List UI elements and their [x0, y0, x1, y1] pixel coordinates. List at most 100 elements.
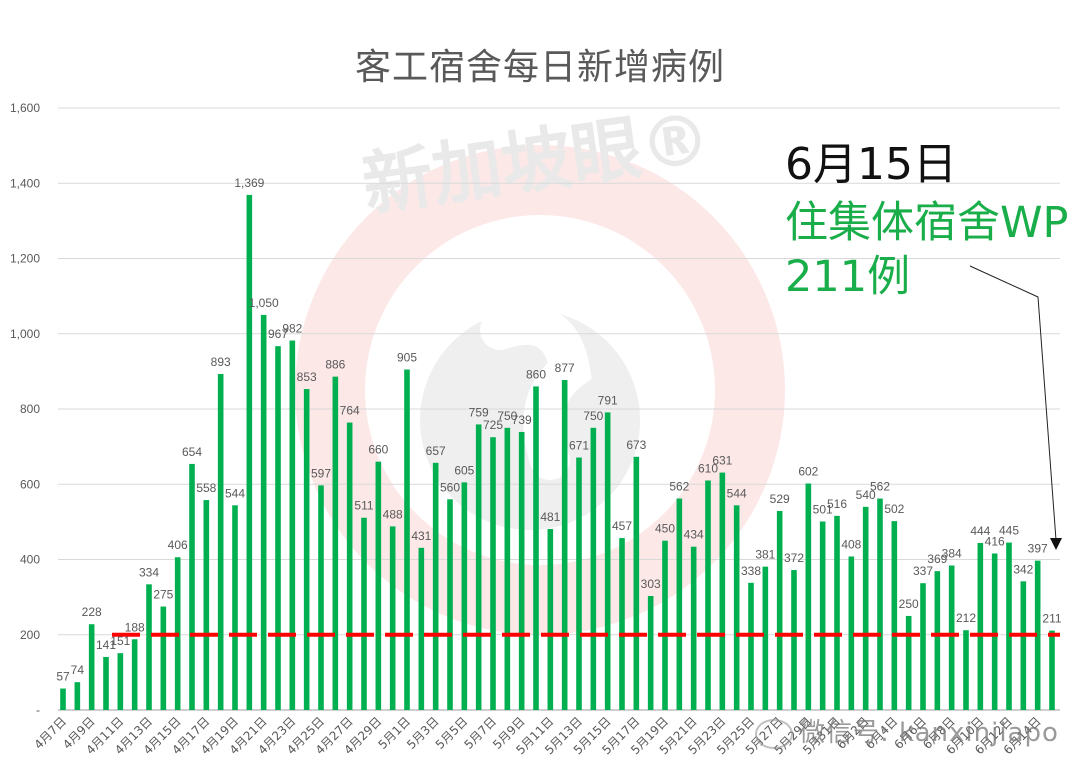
bar: [590, 427, 597, 710]
data-label: 877: [555, 361, 575, 375]
bar: [762, 566, 769, 710]
bar: [576, 457, 582, 710]
wechat-watermark: 微信号: kanxinjiapo: [755, 712, 1059, 749]
bar: [303, 389, 310, 710]
y-tick-label: 1,200: [10, 252, 40, 266]
bar: [260, 314, 267, 710]
data-label: 444: [970, 524, 990, 538]
data-label: 338: [741, 564, 761, 578]
data-label: 657: [426, 444, 446, 458]
data-label: 516: [827, 497, 847, 511]
data-label: 860: [526, 367, 546, 381]
data-label: 151: [110, 634, 130, 648]
data-label: 488: [383, 507, 403, 521]
bar: [60, 688, 66, 710]
bar: [504, 427, 511, 710]
bar: [633, 456, 640, 710]
bar: [690, 546, 697, 710]
chart-title: 客工宿舍每日新增病例: [354, 47, 725, 88]
data-label: 228: [82, 605, 102, 619]
data-label: 502: [884, 502, 904, 516]
data-label: 750: [497, 409, 517, 423]
data-label: 886: [325, 358, 345, 372]
data-label: 725: [483, 418, 503, 432]
data-label: 408: [841, 537, 861, 551]
data-label: 303: [641, 577, 661, 591]
bar: [819, 521, 826, 710]
data-label: 540: [856, 488, 876, 502]
bar: [991, 553, 998, 710]
bar: [88, 624, 95, 710]
bar: [963, 630, 969, 710]
data-label: 416: [985, 534, 1005, 548]
bar: [848, 556, 855, 710]
bar: [676, 498, 683, 710]
bar: [948, 565, 955, 710]
bar: [346, 422, 353, 710]
bar: [934, 571, 941, 710]
data-label: 905: [397, 350, 417, 364]
bar: [748, 582, 754, 710]
bar: [74, 682, 81, 710]
bar: [604, 412, 611, 710]
data-label: 739: [512, 413, 532, 427]
bar: [862, 506, 869, 710]
data-label: 188: [125, 620, 145, 634]
data-label: 369: [927, 552, 947, 566]
data-label: 673: [626, 438, 646, 452]
wechat-id-text: 微信号: kanxinjiapo: [799, 718, 1059, 748]
data-label: 337: [913, 564, 933, 578]
data-label: 893: [211, 355, 231, 369]
data-label: 544: [727, 486, 747, 500]
data-label: 982: [282, 322, 302, 336]
y-tick-label: 200: [20, 628, 40, 642]
bar: [834, 515, 840, 710]
bar: [461, 482, 468, 710]
data-label: 397: [1028, 542, 1048, 556]
bar: [103, 656, 109, 710]
y-tick-label: -: [36, 703, 40, 717]
bar: [719, 472, 726, 710]
bar: [418, 547, 425, 710]
data-label: 74: [71, 663, 85, 677]
bar: [533, 386, 539, 710]
y-tick-label: 1,400: [10, 176, 40, 190]
data-label: 445: [999, 524, 1019, 538]
data-label: 560: [440, 480, 460, 494]
data-label: 275: [153, 588, 173, 602]
bar: [518, 431, 525, 710]
data-label: 1,369: [234, 176, 264, 190]
bar: [389, 526, 396, 710]
bar: [146, 584, 152, 710]
annotation-arrow: [969, 265, 1057, 541]
bar: [332, 376, 339, 710]
bar: [1034, 560, 1041, 710]
bar: [791, 570, 797, 710]
bar: [920, 583, 926, 710]
data-label: 511: [354, 499, 373, 513]
data-label: 381: [755, 548, 775, 562]
bar: [977, 542, 984, 710]
bar: [375, 461, 382, 710]
bar: [733, 505, 740, 710]
data-label: 544: [225, 486, 245, 500]
bar: [117, 653, 124, 710]
data-label: 342: [1013, 562, 1033, 576]
annotation-text-line2: 211例: [785, 252, 911, 302]
bar: [318, 485, 324, 710]
bar: [203, 500, 210, 710]
bar: [1006, 542, 1012, 710]
bar: [1049, 630, 1055, 710]
bar: [561, 380, 568, 710]
y-tick-label: 800: [20, 402, 40, 416]
arrowhead-icon: [1050, 538, 1062, 550]
bar: [361, 517, 367, 710]
bar: [289, 340, 296, 710]
data-label: 562: [669, 480, 689, 494]
wechat-icon: [755, 718, 793, 749]
data-label: 759: [469, 405, 489, 419]
data-label: 334: [139, 565, 159, 579]
bar: [905, 615, 912, 710]
bar: [547, 529, 554, 710]
